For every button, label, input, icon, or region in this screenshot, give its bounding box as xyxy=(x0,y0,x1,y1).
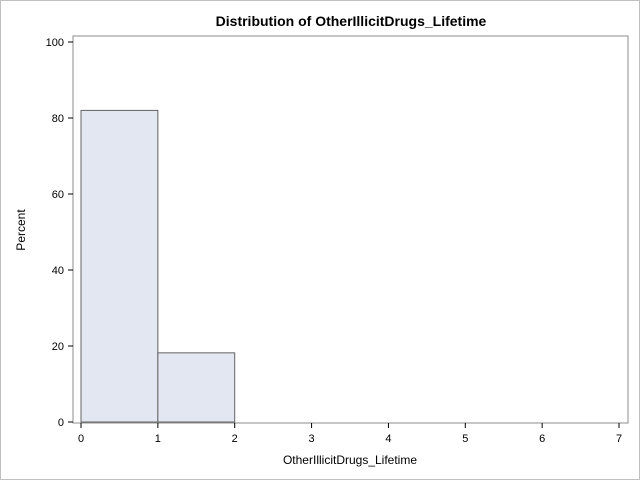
y-tick-label-0: 0 xyxy=(58,417,64,429)
y-tick-label-5: 100 xyxy=(46,37,64,49)
y-tick-label-2: 40 xyxy=(52,265,64,277)
bars-group xyxy=(80,109,236,423)
x-axis: 0 1 2 3 4 5 6 7 xyxy=(78,423,622,445)
y-axis: 0 20 40 60 80 100 xyxy=(46,37,73,429)
x-tick-label-5: 5 xyxy=(462,433,468,445)
x-tick-label-7: 7 xyxy=(616,433,622,445)
y-tick-label-1: 20 xyxy=(52,341,64,353)
x-axis-label: OtherIllicitDrugs_Lifetime xyxy=(283,453,417,467)
x-tick-label-4: 4 xyxy=(385,433,391,445)
x-tick-label-0: 0 xyxy=(78,433,84,445)
x-tick-label-1: 1 xyxy=(155,433,161,445)
x-tick-label-2: 2 xyxy=(232,433,238,445)
x-tick-label-6: 6 xyxy=(539,433,545,445)
x-tick-label-3: 3 xyxy=(309,433,315,445)
histogram-bar-1 xyxy=(157,352,236,423)
plot-area xyxy=(72,35,629,424)
y-tick-label-3: 60 xyxy=(52,189,64,201)
y-tick-label-4: 80 xyxy=(52,113,64,125)
chart-title: Distribution of OtherIllicitDrugs_Lifeti… xyxy=(216,13,487,29)
y-axis-label: Percent xyxy=(14,209,28,251)
histogram-bar-0 xyxy=(80,109,159,423)
